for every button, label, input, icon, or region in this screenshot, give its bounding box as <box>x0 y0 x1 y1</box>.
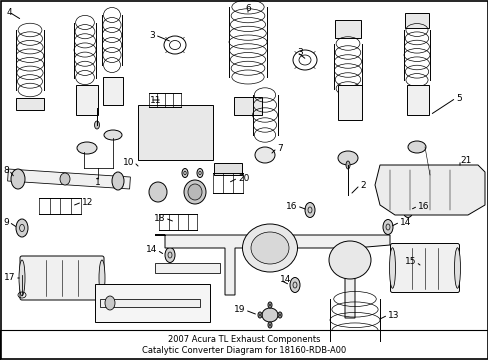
Text: 12: 12 <box>82 198 93 207</box>
Ellipse shape <box>99 260 105 296</box>
Ellipse shape <box>164 248 175 262</box>
Bar <box>76 85 98 115</box>
Ellipse shape <box>104 130 122 140</box>
Text: 6: 6 <box>244 4 250 13</box>
Bar <box>138 105 213 160</box>
Text: 21: 21 <box>459 156 470 165</box>
Ellipse shape <box>262 308 278 322</box>
Ellipse shape <box>112 172 124 190</box>
Text: 19: 19 <box>233 306 244 315</box>
Text: 5: 5 <box>455 94 461 103</box>
Text: 1: 1 <box>95 177 101 186</box>
Polygon shape <box>155 263 220 273</box>
Ellipse shape <box>453 248 460 288</box>
Bar <box>334 20 360 38</box>
Text: 7: 7 <box>276 144 282 153</box>
Bar <box>95 284 209 322</box>
Ellipse shape <box>183 180 205 204</box>
Bar <box>0 330 488 360</box>
Ellipse shape <box>187 184 202 200</box>
Ellipse shape <box>305 202 314 217</box>
Bar <box>404 13 428 28</box>
Text: 14: 14 <box>399 217 410 226</box>
Ellipse shape <box>182 168 187 177</box>
Ellipse shape <box>382 220 392 234</box>
Ellipse shape <box>328 241 370 279</box>
Polygon shape <box>100 299 200 307</box>
Ellipse shape <box>197 168 203 177</box>
Ellipse shape <box>11 169 25 189</box>
Text: 16: 16 <box>285 202 296 211</box>
Ellipse shape <box>105 296 115 310</box>
Ellipse shape <box>402 202 412 217</box>
Ellipse shape <box>60 173 70 185</box>
Ellipse shape <box>149 182 167 202</box>
Ellipse shape <box>16 219 28 237</box>
Text: 3: 3 <box>296 48 302 57</box>
Bar <box>103 77 123 105</box>
Bar <box>406 85 428 115</box>
Text: 17: 17 <box>3 274 15 283</box>
Bar <box>214 163 242 175</box>
Ellipse shape <box>278 312 282 318</box>
Text: 18: 18 <box>153 213 164 222</box>
Ellipse shape <box>250 232 288 264</box>
Ellipse shape <box>254 147 274 163</box>
Text: 2007 Acura TL Exhaust Components
Catalytic Converter Diagram for 18160-RDB-A00: 2007 Acura TL Exhaust Components Catalyt… <box>142 334 346 355</box>
Text: 14: 14 <box>145 246 157 255</box>
Text: 3: 3 <box>149 31 155 40</box>
Ellipse shape <box>289 278 299 292</box>
Ellipse shape <box>19 260 25 296</box>
Text: 11: 11 <box>150 95 161 104</box>
Polygon shape <box>8 169 130 189</box>
Text: 20: 20 <box>238 174 249 183</box>
Text: 10: 10 <box>122 158 134 166</box>
Text: 9: 9 <box>3 217 9 226</box>
Text: 13: 13 <box>387 310 399 320</box>
Polygon shape <box>374 165 484 215</box>
Bar <box>16 98 44 110</box>
Ellipse shape <box>267 302 271 308</box>
Text: 16: 16 <box>417 202 428 211</box>
Bar <box>234 97 262 115</box>
Text: 8: 8 <box>3 166 9 175</box>
Ellipse shape <box>407 141 425 153</box>
Text: 14: 14 <box>280 275 291 284</box>
Ellipse shape <box>389 248 395 288</box>
Polygon shape <box>155 235 389 318</box>
Text: 15: 15 <box>404 257 415 266</box>
Bar <box>337 85 361 120</box>
Text: 2: 2 <box>359 180 365 189</box>
Ellipse shape <box>346 161 349 169</box>
Ellipse shape <box>77 142 97 154</box>
Ellipse shape <box>267 322 271 328</box>
Ellipse shape <box>258 312 262 318</box>
Ellipse shape <box>337 151 357 165</box>
FancyBboxPatch shape <box>390 243 459 292</box>
Text: 4: 4 <box>6 8 12 17</box>
Ellipse shape <box>94 121 99 129</box>
Ellipse shape <box>242 224 297 272</box>
FancyBboxPatch shape <box>20 256 104 300</box>
